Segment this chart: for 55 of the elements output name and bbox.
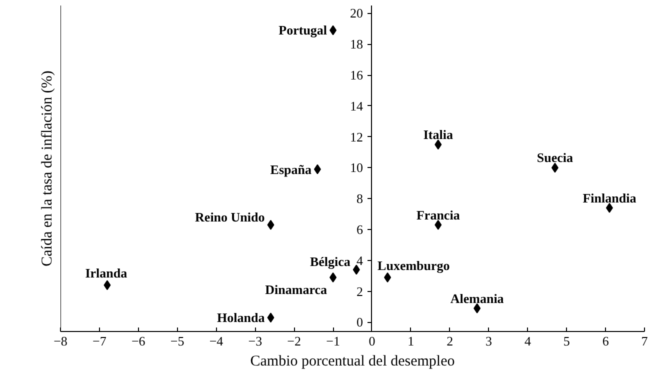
- annotation: Finlandia: [582, 190, 637, 206]
- point: [434, 140, 442, 150]
- point: [267, 312, 274, 323]
- x-tick-label: 1: [408, 334, 414, 348]
- x-tick-label: −1: [326, 334, 340, 348]
- point: [384, 272, 392, 282]
- point: [314, 164, 321, 174]
- x-axis-title: Cambio porcentual del desempleo: [250, 354, 455, 370]
- annotation: Suecia: [536, 150, 574, 166]
- y-tick-label: 6: [356, 222, 364, 238]
- y-tick-label: 10: [350, 160, 363, 176]
- annotation: España: [270, 162, 312, 177]
- annotation: Dinamarca: [265, 282, 328, 297]
- y-axis-title: Caída en la tasa de inflación (%): [40, 70, 56, 266]
- annotation: Bélgica: [310, 254, 351, 270]
- y-tick-label: 8: [356, 191, 363, 206]
- point: [330, 272, 337, 282]
- x-tick-label: −2: [287, 334, 302, 348]
- annotation: Luxemburgo: [378, 258, 450, 273]
- x-tick-label: −8: [54, 334, 68, 348]
- x-tick-label: −4: [209, 334, 224, 348]
- y-tick-label: 0: [356, 314, 363, 330]
- x-tick-label: 4: [524, 334, 532, 348]
- annotation: Portugal: [278, 22, 328, 38]
- y-tick-label: 14: [350, 98, 364, 114]
- x-tick-label: 7: [641, 334, 648, 348]
- x-tick-label: −6: [131, 334, 146, 348]
- point: [434, 220, 442, 230]
- point: [330, 25, 337, 36]
- y-tick-label: 16: [350, 68, 364, 83]
- point: [352, 264, 360, 275]
- annotation: Irlanda: [85, 266, 128, 281]
- annotation: Italia: [423, 127, 454, 142]
- y-tick-label: 4: [356, 252, 364, 268]
- y-tick-label: 12: [350, 129, 363, 144]
- y-tick-label: 20: [350, 6, 363, 21]
- x-tick-label: 6: [602, 334, 610, 348]
- point: [267, 220, 274, 230]
- y-tick-label: 2: [356, 284, 363, 299]
- point: [104, 280, 111, 290]
- annotation: Francia: [416, 207, 460, 222]
- x-tick-label: 5: [563, 334, 570, 348]
- point: [606, 202, 613, 213]
- annotation: Holanda: [217, 310, 266, 326]
- y-tick-label: 18: [350, 36, 363, 52]
- annotation: Alemania: [450, 290, 504, 306]
- x-tick-label: 2: [446, 334, 454, 348]
- point: [551, 162, 558, 173]
- x-tick-label: −7: [92, 334, 107, 348]
- x-tick-label: −3: [248, 334, 262, 348]
- x-tick-label: 0: [368, 334, 376, 348]
- x-tick-label: −5: [170, 334, 184, 348]
- x-tick-label: 3: [486, 334, 492, 348]
- annotation: Reino Unido: [195, 209, 265, 224]
- point: [474, 303, 481, 314]
